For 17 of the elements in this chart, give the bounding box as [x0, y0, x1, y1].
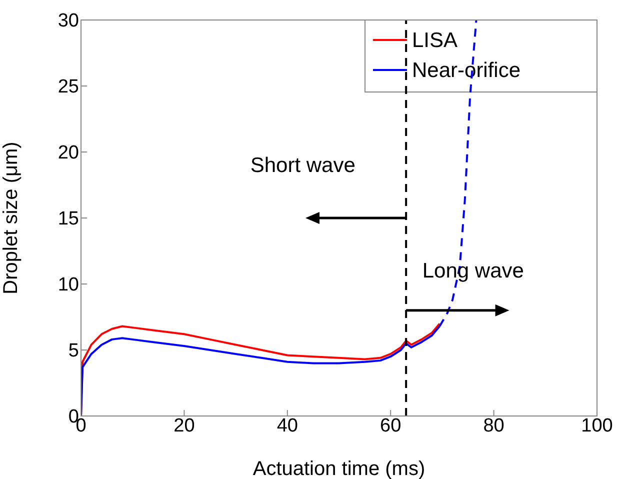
- y-tick-label: 5: [68, 340, 79, 362]
- annotation: Long wave: [422, 259, 524, 282]
- y-axis-title: Droplet size (μm): [0, 142, 22, 294]
- y-tick-label: 20: [58, 142, 79, 164]
- annotation: Short wave: [250, 154, 356, 177]
- x-tick-label: 80: [483, 415, 504, 436]
- y-tick-label: 30: [58, 10, 79, 32]
- x-tick-label: 40: [276, 415, 298, 436]
- y-tick-label: 10: [58, 274, 79, 296]
- x-tick-label: 20: [174, 415, 195, 436]
- x-tick-label: 60: [380, 415, 402, 436]
- legend-label: Near-orifice: [412, 59, 521, 82]
- legend-label: LISA: [412, 29, 458, 52]
- x-axis-title: Actuation time (ms): [252, 458, 426, 479]
- x-tick-label: 100: [581, 415, 613, 436]
- y-tick-label: 25: [58, 76, 79, 98]
- y-tick-label: 15: [58, 208, 79, 230]
